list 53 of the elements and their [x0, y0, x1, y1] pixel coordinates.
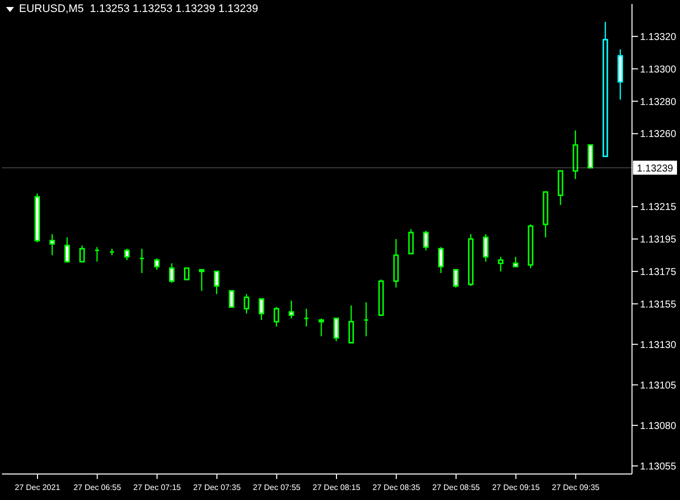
candlestick [274, 306, 280, 328]
candlestick [94, 246, 100, 262]
candlestick [304, 308, 310, 328]
candlestick [408, 228, 414, 254]
y-tick-label: 1.13130 [640, 340, 677, 351]
candlestick [154, 258, 160, 270]
candlestick [423, 230, 429, 251]
candlestick [64, 236, 70, 262]
candlestick [49, 234, 55, 256]
x-tick-label: 27 Dec 08:15 [312, 483, 361, 492]
candlestick [318, 318, 324, 337]
candlestick [333, 318, 339, 342]
chart-title: EURUSD,M5 1.13253 1.13253 1.13239 1.13239 [19, 3, 258, 15]
x-tick-label: 27 Dec 08:55 [432, 483, 480, 492]
candlestick [258, 298, 264, 321]
candlestick [198, 269, 204, 292]
y-tick-label: 1.13215 [640, 202, 677, 214]
candlestick [139, 248, 145, 274]
candlestick [512, 256, 518, 268]
x-tick-label: 27 Dec 09:15 [492, 483, 540, 492]
candlestick [288, 300, 294, 320]
x-tick-label: 27 Dec 07:55 [252, 483, 302, 492]
x-tick-label: 27 Dec 09:35 [552, 483, 600, 492]
candlestick [498, 256, 504, 272]
candlestick [79, 244, 85, 262]
y-tick-label: 1.13175 [640, 266, 677, 278]
candlestick [588, 144, 594, 168]
candlestick [438, 246, 444, 274]
candlestick [184, 267, 190, 280]
y-tick-label: 1.13055 [640, 461, 677, 472]
candlestick [124, 248, 130, 261]
x-tick-label: 27 Dec 07:15 [133, 483, 182, 492]
candlestick [482, 234, 488, 262]
x-tick-label: 27 Dec 2021 [14, 483, 61, 492]
candlestick [348, 304, 354, 344]
candlestick [228, 290, 234, 308]
x-tick-label: 27 Dec 08:35 [372, 483, 421, 492]
candlestick [244, 294, 250, 314]
x-tick-label: 27 Dec 06:55 [73, 483, 122, 492]
candlestick [453, 269, 459, 288]
y-tick-label: 1.13155 [640, 299, 677, 310]
candlestick [214, 270, 220, 295]
y-tick-label: 1.13105 [640, 380, 677, 392]
candlestick [363, 302, 369, 337]
y-tick-label: 1.13280 [640, 96, 677, 108]
ref-line-label: 1.13239 [636, 164, 674, 175]
y-tick-label: 1.13300 [640, 64, 677, 76]
x-tick-label: 27 Dec 07:35 [193, 483, 242, 492]
candlestick [169, 262, 175, 284]
y-tick-label: 1.13080 [640, 420, 677, 432]
y-tick-label: 1.13195 [640, 234, 677, 246]
y-tick-label: 1.13260 [640, 129, 677, 140]
y-tick-label: 1.13320 [640, 32, 677, 43]
